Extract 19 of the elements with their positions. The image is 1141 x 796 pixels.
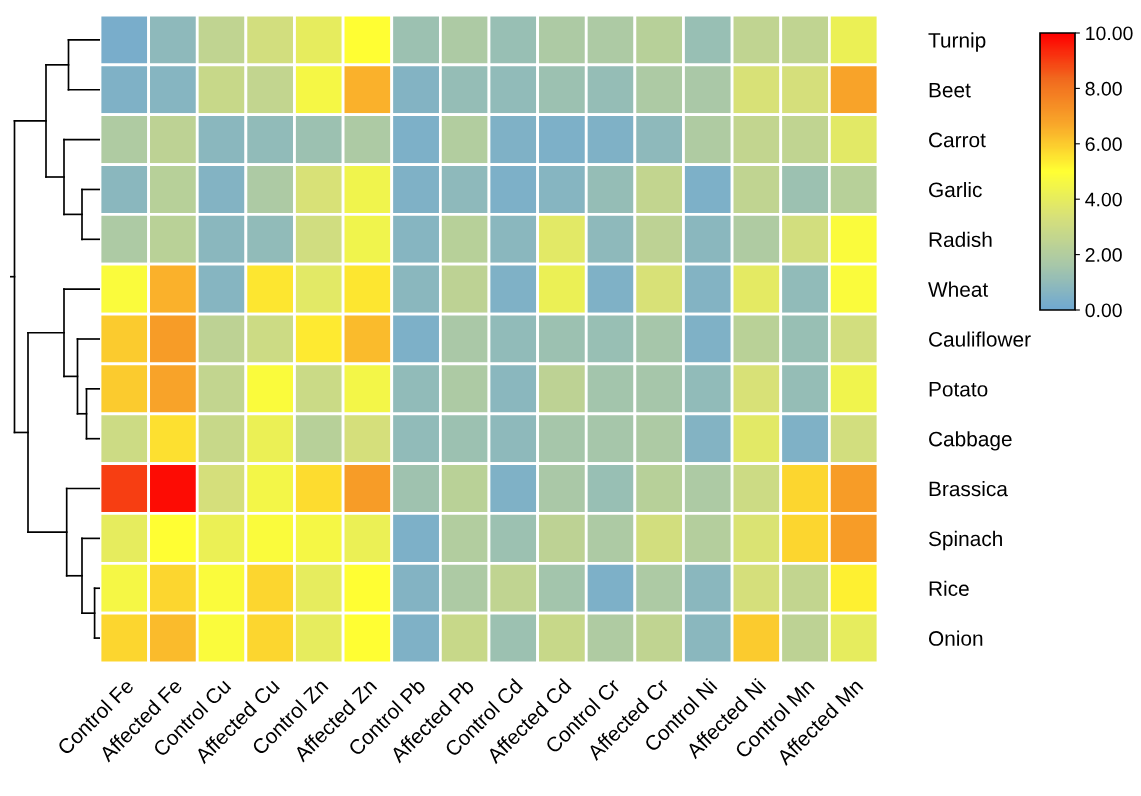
color-bar-label: 2.00 [1085, 248, 1122, 262]
y-tick-label: Beet [929, 82, 971, 98]
y-tick-label: Cauliflower [929, 331, 1031, 347]
y-tick-label: Garlic [929, 181, 982, 198]
y-tick-label: Spinach [928, 530, 1002, 551]
y-tick-label: Rice [929, 580, 969, 596]
y-tick-label: Onion [928, 630, 983, 646]
color-bar-label: 8.00 [1085, 81, 1122, 96]
color-bar-label: 4.00 [1085, 192, 1122, 207]
y-tick-label: Wheat [928, 281, 989, 297]
color-bar-label: 6.00 [1085, 137, 1122, 152]
y-tick-label: Turnip [928, 32, 986, 52]
y-tick-label: Cabbage [929, 431, 1012, 451]
y-tick-label: Brassica [929, 480, 1008, 497]
y-tick-label: Radish [929, 231, 992, 248]
y-tick-label: Carrot [929, 132, 986, 148]
y-tick-label: Potato [929, 382, 988, 397]
color-bar-label: 0.00 [1085, 303, 1122, 318]
color-bar-label: 10.00 [1086, 26, 1133, 41]
